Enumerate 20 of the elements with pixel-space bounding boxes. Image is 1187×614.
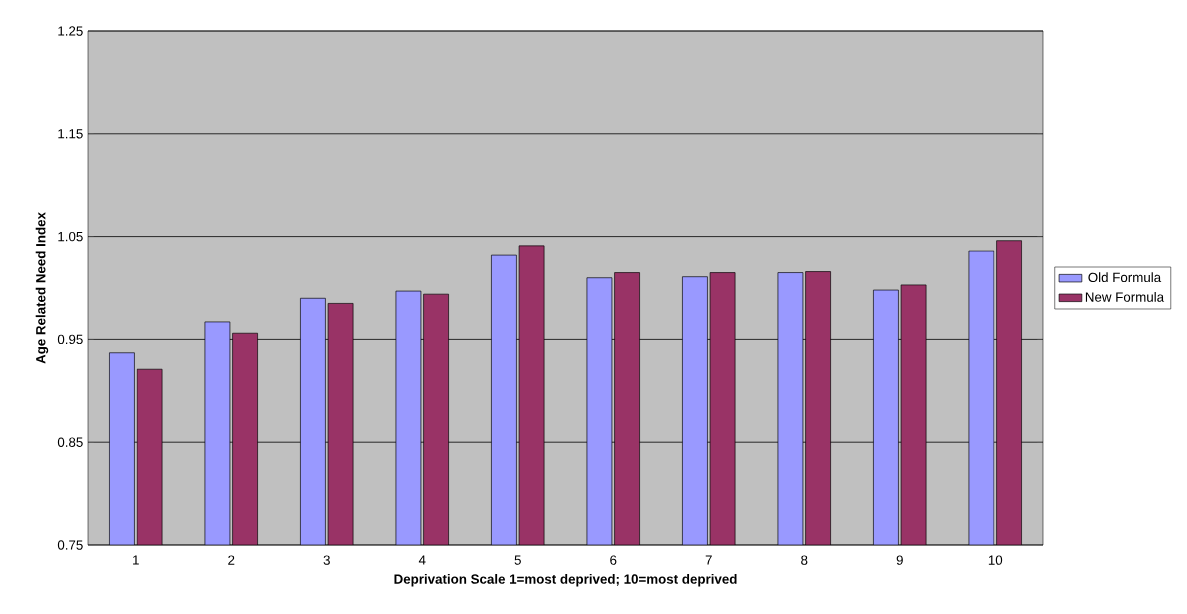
y-tick-label: 1.05 (58, 231, 83, 242)
y-axis-title: Age Related Need Index (35, 212, 49, 364)
x-tick-label: 7 (705, 555, 712, 565)
y-tick-label: 1.15 (58, 129, 83, 139)
y-tick-label: 0.85 (57, 437, 83, 447)
y-tick-label: 0.95 (57, 334, 83, 345)
legend-label: Old Formula (1088, 272, 1162, 283)
legend-label: New Formula (1085, 292, 1165, 302)
x-tick-label: 8 (801, 555, 808, 565)
x-axis-title: Deprivation Scale 1=most deprived; 10=most deprived (394, 574, 737, 587)
x-tick-label: 2 (228, 555, 235, 565)
y-tick-label: 0.75 (57, 540, 83, 550)
x-tick-label: 5 (514, 555, 521, 565)
x-tick-label: 6 (610, 555, 617, 565)
x-tick-label: 10 (988, 555, 1003, 565)
x-tick-label: 9 (896, 555, 903, 565)
x-tick-label: 3 (323, 555, 330, 565)
y-tick-label: 1.25 (58, 26, 83, 36)
x-tick-label: 4 (418, 555, 426, 565)
x-tick-label: 1 (133, 555, 139, 565)
